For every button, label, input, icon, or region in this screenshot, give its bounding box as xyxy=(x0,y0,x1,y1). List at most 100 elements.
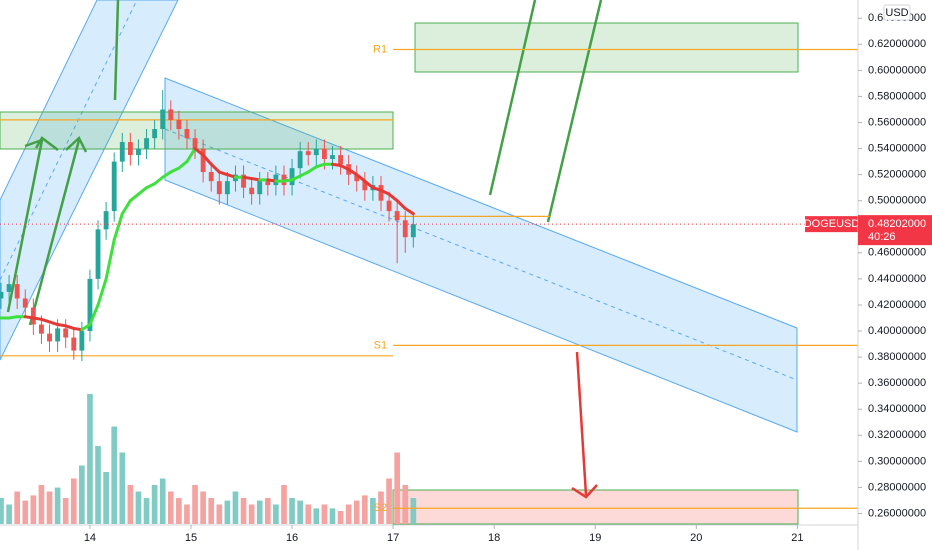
ma-segment xyxy=(161,170,173,179)
volume-bar xyxy=(22,500,29,524)
volume-bar xyxy=(151,485,158,524)
arrow-head xyxy=(34,136,59,151)
volume-bar xyxy=(95,446,101,524)
volume-bar xyxy=(240,498,247,524)
candle-body xyxy=(313,148,319,156)
candle-body xyxy=(39,324,44,334)
volume-bar xyxy=(297,500,303,524)
volume-bar xyxy=(232,491,239,524)
candle-body xyxy=(241,174,246,188)
ma-segment xyxy=(387,192,399,203)
candle-body xyxy=(144,138,149,149)
candle-body xyxy=(176,119,182,130)
arrow-head xyxy=(571,484,598,499)
y-tick-label: 0.42000000 xyxy=(868,299,926,311)
volume-bar xyxy=(394,452,400,524)
price-tag xyxy=(858,215,932,246)
y-tick-label: 0.34000000 xyxy=(868,403,926,415)
volume-bar xyxy=(119,452,126,524)
candle-body xyxy=(63,328,69,338)
candle-body xyxy=(184,129,190,139)
ma-segment xyxy=(185,147,197,164)
y-tick-label: 0.40000000 xyxy=(868,325,926,337)
currency-box xyxy=(883,4,911,21)
currency-label: USD xyxy=(885,7,908,19)
target-zone xyxy=(414,22,799,73)
y-tick-label: 0.58000000 xyxy=(868,90,926,102)
y-tick-label: 0.62000000 xyxy=(868,38,926,50)
volume-bar xyxy=(208,498,215,524)
volume-bar xyxy=(159,478,166,524)
volume-bar xyxy=(87,394,93,524)
volume-bar xyxy=(329,508,336,524)
y-tick-label: 0.46000000 xyxy=(868,247,926,259)
y-tick-label: 0.32000000 xyxy=(868,429,926,441)
volume-bar xyxy=(224,500,231,524)
y-tick-label: 0.38000000 xyxy=(868,351,926,363)
volume-bar xyxy=(0,498,4,524)
volume-bar xyxy=(264,498,271,524)
candle-body xyxy=(47,333,52,342)
volume-bar xyxy=(167,491,174,524)
candle-body xyxy=(160,109,166,130)
volume-bar xyxy=(62,498,69,524)
ma-segment xyxy=(153,175,165,186)
level-label: S2 xyxy=(374,502,387,514)
volume-bar xyxy=(321,504,328,524)
candle-body xyxy=(71,337,77,351)
ma-segment xyxy=(403,207,415,216)
volume-bar xyxy=(79,465,85,524)
x-tick-label: 16 xyxy=(286,532,298,544)
volume-bar xyxy=(143,498,150,524)
ma-segment xyxy=(395,199,407,211)
volume-bar xyxy=(345,504,352,524)
level-label: S1 xyxy=(374,339,387,351)
candle-body xyxy=(265,181,271,186)
candle-body xyxy=(249,187,255,195)
x-tick-label: 18 xyxy=(488,532,500,544)
volume-bar xyxy=(135,491,142,524)
candle-body xyxy=(200,148,206,173)
channel-midline xyxy=(164,128,798,381)
ma-segment xyxy=(177,160,189,170)
candle-body xyxy=(55,328,61,342)
candle-body xyxy=(305,151,311,156)
countdown-label: 40:26 xyxy=(868,231,896,243)
volume-bar xyxy=(305,504,312,524)
volume-bar xyxy=(70,478,77,524)
x-tick-label: 15 xyxy=(185,532,197,544)
trend-arrow xyxy=(546,0,603,223)
trend-arrow xyxy=(28,139,81,326)
ma-segment xyxy=(347,167,359,177)
trend-arrow xyxy=(488,0,537,196)
y-tick-label: 0.26000000 xyxy=(868,507,926,519)
ma-segment xyxy=(112,212,124,242)
volume-bar xyxy=(410,498,417,524)
price-tag-label: 0.48202000 xyxy=(868,218,926,230)
volume-bar xyxy=(6,504,12,524)
candle-body xyxy=(338,155,343,165)
x-tick-label: 14 xyxy=(84,532,96,544)
candle-body xyxy=(0,291,4,299)
volume-bar xyxy=(176,498,182,524)
candle-body xyxy=(6,284,12,292)
candle-body xyxy=(362,181,368,191)
y-tick-label: 0.56000000 xyxy=(868,116,926,128)
ma-segment xyxy=(136,186,149,196)
candle-body xyxy=(30,307,36,325)
volume-bar xyxy=(256,500,263,524)
ma-segment xyxy=(306,165,318,174)
candle-body xyxy=(152,129,158,139)
descending-channel xyxy=(164,77,798,433)
volume-bar xyxy=(14,491,21,524)
candle-body xyxy=(208,172,214,182)
axes: 0.26000000 0.28000000 0.30000000 0.32000000… xyxy=(84,12,932,544)
candle-body xyxy=(257,181,263,195)
candle-body xyxy=(79,331,85,351)
candle-body xyxy=(378,185,384,201)
volume-bar xyxy=(370,498,376,524)
volume-bar xyxy=(200,491,206,524)
x-tick-label: 19 xyxy=(589,532,601,544)
